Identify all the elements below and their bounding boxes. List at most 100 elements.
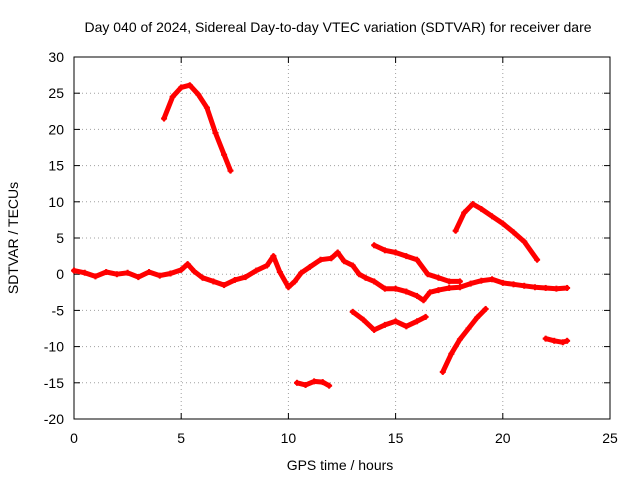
- data-point: [199, 274, 206, 281]
- x-tick-label: 0: [70, 430, 78, 446]
- data-point: [426, 289, 433, 296]
- data-point: [482, 305, 489, 312]
- data-point: [420, 297, 427, 304]
- data-point: [403, 253, 410, 260]
- data-point: [212, 130, 219, 137]
- tick-layer: 0 5 10 15 20 25 -20 -15 -10 -5 0 5 10 15 20 25 30: [44, 49, 618, 446]
- x-tick-label: 25: [602, 430, 618, 446]
- y-tick-label: 15: [48, 158, 64, 174]
- data-point: [270, 253, 277, 260]
- series-line-arc-rising-17h: [440, 306, 489, 375]
- data-point: [191, 268, 198, 275]
- data-point: [124, 269, 131, 276]
- data-point: [178, 266, 185, 273]
- data-point: [326, 382, 333, 389]
- data-point: [422, 313, 429, 320]
- data-point: [446, 284, 453, 291]
- data-point: [467, 280, 474, 287]
- data-point: [334, 249, 341, 256]
- data-point: [456, 284, 463, 291]
- y-tick-label: 30: [48, 49, 64, 65]
- x-axis-label: GPS time / hours: [287, 457, 394, 473]
- data-point: [414, 318, 421, 325]
- data-point: [371, 278, 378, 285]
- data-point: [302, 381, 309, 388]
- data-point: [103, 269, 110, 276]
- data-point: [92, 273, 99, 280]
- data-point: [534, 256, 541, 263]
- data-point: [311, 378, 318, 385]
- data-point: [298, 269, 305, 276]
- data-point: [360, 316, 367, 323]
- y-tick-label: -15: [44, 375, 64, 391]
- data-point: [242, 274, 249, 281]
- data-point: [542, 284, 549, 291]
- x-tick-label: 15: [388, 430, 404, 446]
- data-point: [465, 325, 472, 332]
- grid-layer: [74, 57, 610, 419]
- data-point: [221, 151, 228, 158]
- data-point: [169, 93, 176, 100]
- y-tick-label: 10: [48, 194, 64, 210]
- data-point: [291, 278, 298, 285]
- data-point: [203, 104, 210, 111]
- data-point: [559, 339, 566, 346]
- data-point: [403, 288, 410, 295]
- data-point: [469, 200, 476, 207]
- data-point: [319, 379, 326, 386]
- data-point: [71, 267, 77, 274]
- data-point: [341, 258, 348, 265]
- data-point: [392, 285, 399, 292]
- data-point: [210, 278, 217, 285]
- data-point: [564, 337, 571, 344]
- data-point: [276, 269, 283, 276]
- data-point: [551, 337, 558, 344]
- data-point: [135, 274, 142, 281]
- y-tick-label: 25: [48, 85, 64, 101]
- data-point: [521, 238, 528, 245]
- series-line-arc-morning-peak: [161, 82, 233, 174]
- data-point: [499, 279, 506, 286]
- data-point: [510, 281, 517, 288]
- data-point: [381, 321, 388, 328]
- data-point: [531, 284, 538, 291]
- data-point: [113, 271, 120, 278]
- data-point: [167, 270, 174, 277]
- data-point: [362, 274, 369, 281]
- data-point: [456, 336, 463, 343]
- data-point: [161, 115, 168, 122]
- data-point: [461, 209, 468, 216]
- data-point: [452, 227, 459, 234]
- data-point: [521, 282, 528, 289]
- data-point: [231, 276, 238, 283]
- data-point: [263, 262, 270, 269]
- data-point: [306, 263, 313, 270]
- data-point: [499, 220, 506, 227]
- data-point: [553, 285, 560, 292]
- series-line-arc-afternoon-peak: [453, 201, 540, 263]
- data-point: [371, 326, 378, 333]
- series-layer: [71, 82, 571, 389]
- data-point: [349, 262, 356, 269]
- data-point: [414, 256, 421, 263]
- data-point: [448, 350, 455, 357]
- x-tick-label: 5: [177, 430, 185, 446]
- data-point: [474, 314, 481, 321]
- data-point: [446, 278, 453, 285]
- data-point: [414, 292, 421, 299]
- data-point: [356, 271, 363, 278]
- data-point: [439, 368, 446, 375]
- data-point: [489, 213, 496, 220]
- data-point: [392, 249, 399, 256]
- y-axis-label: SDTVAR / TECUs: [5, 182, 21, 294]
- data-point: [227, 167, 234, 174]
- data-point: [371, 242, 378, 249]
- data-point: [293, 379, 300, 386]
- y-tick-label: 5: [56, 230, 64, 246]
- data-point: [156, 272, 163, 279]
- data-point: [81, 269, 88, 276]
- data-point: [285, 284, 292, 291]
- x-tick-label: 10: [281, 430, 297, 446]
- data-point: [564, 284, 571, 291]
